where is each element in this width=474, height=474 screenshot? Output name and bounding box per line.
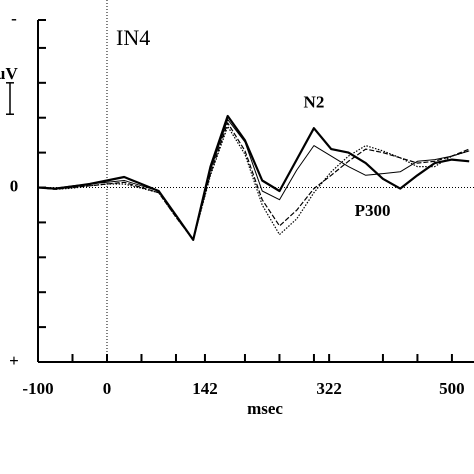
- x-tick-label: 142: [192, 379, 218, 398]
- y-tick-label: 0: [10, 176, 19, 195]
- chart-title: IN4: [116, 25, 150, 50]
- annotation: P300: [355, 201, 391, 220]
- x-tick-label: -100: [22, 379, 53, 398]
- y-axis-label: uV: [0, 64, 18, 83]
- y-tick-label: +: [9, 351, 19, 370]
- x-tick-label: 322: [316, 379, 342, 398]
- x-tick-label: 0: [103, 379, 112, 398]
- erp-line: [37, 114, 470, 241]
- y-tick-label: -: [11, 9, 17, 28]
- x-axis-label: msec: [247, 399, 283, 418]
- erp-line: [37, 119, 470, 241]
- x-tick-label: 500: [439, 379, 465, 398]
- erp-line: [37, 125, 470, 241]
- annotation: N2: [304, 93, 325, 112]
